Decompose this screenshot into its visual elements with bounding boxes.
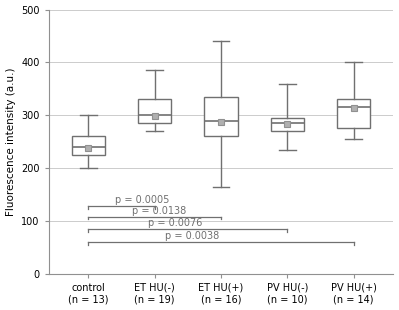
- Text: p = 0.0038: p = 0.0038: [165, 231, 219, 241]
- PathPatch shape: [204, 97, 238, 136]
- PathPatch shape: [337, 100, 370, 128]
- PathPatch shape: [72, 136, 105, 155]
- PathPatch shape: [271, 118, 304, 131]
- Text: p = 0.0076: p = 0.0076: [148, 218, 202, 228]
- PathPatch shape: [138, 100, 171, 123]
- Text: p = 0.0005: p = 0.0005: [115, 195, 169, 205]
- Y-axis label: Fluorescence intensity (a.u.): Fluorescence intensity (a.u.): [6, 68, 16, 216]
- Text: p = 0.0138: p = 0.0138: [132, 206, 186, 216]
